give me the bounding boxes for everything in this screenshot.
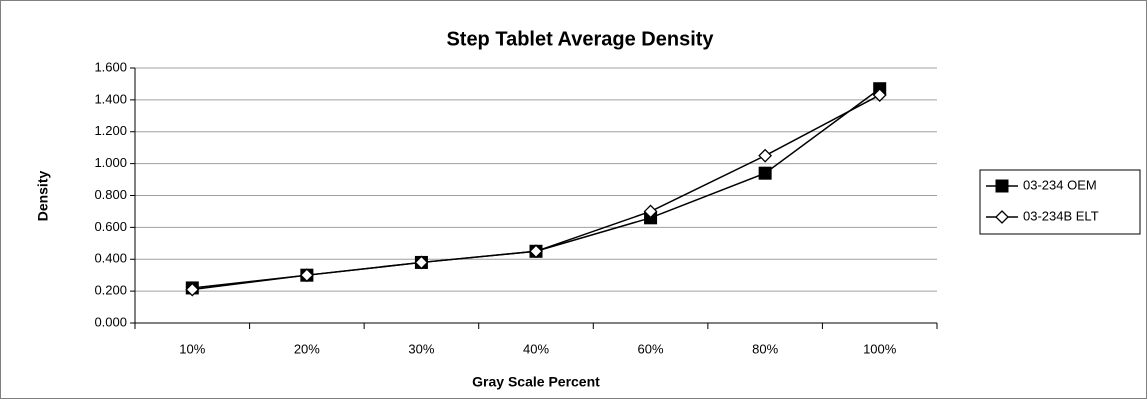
x-tick-label: 100% xyxy=(863,341,897,356)
marker xyxy=(995,179,1009,193)
y-tick-label: 1.400 xyxy=(94,91,127,106)
y-tick-label: 0.600 xyxy=(94,219,127,234)
marker xyxy=(414,255,429,270)
marker xyxy=(758,166,772,180)
marker xyxy=(643,204,658,219)
y-tick-label: 0.400 xyxy=(94,251,127,266)
marker xyxy=(995,210,1009,224)
marker xyxy=(299,268,314,283)
y-axis-title: Density xyxy=(35,171,51,222)
x-tick-label: 10% xyxy=(179,341,205,356)
x-tick-label: 30% xyxy=(408,341,434,356)
x-tick-label: 60% xyxy=(638,341,664,356)
chart-title: Step Tablet Average Density xyxy=(446,28,714,50)
y-tick-label: 1.200 xyxy=(94,123,127,138)
x-axis-title: Gray Scale Percent xyxy=(472,374,600,390)
legend-label: 03-234 OEM xyxy=(1023,177,1097,192)
x-tick-label: 20% xyxy=(294,341,320,356)
y-tick-label: 0.800 xyxy=(94,187,127,202)
marker xyxy=(872,88,887,103)
y-tick-label: 0.200 xyxy=(94,283,127,298)
y-tick-label: 1.600 xyxy=(94,59,127,74)
x-tick-label: 40% xyxy=(523,341,549,356)
legend-label: 03-234B ELT xyxy=(1023,208,1099,223)
x-tick-label: 80% xyxy=(752,341,778,356)
marker xyxy=(529,244,543,259)
y-tick-label: 1.000 xyxy=(94,155,127,170)
y-tick-label: 0.000 xyxy=(94,314,127,329)
marker xyxy=(185,282,200,297)
marker xyxy=(758,148,773,163)
